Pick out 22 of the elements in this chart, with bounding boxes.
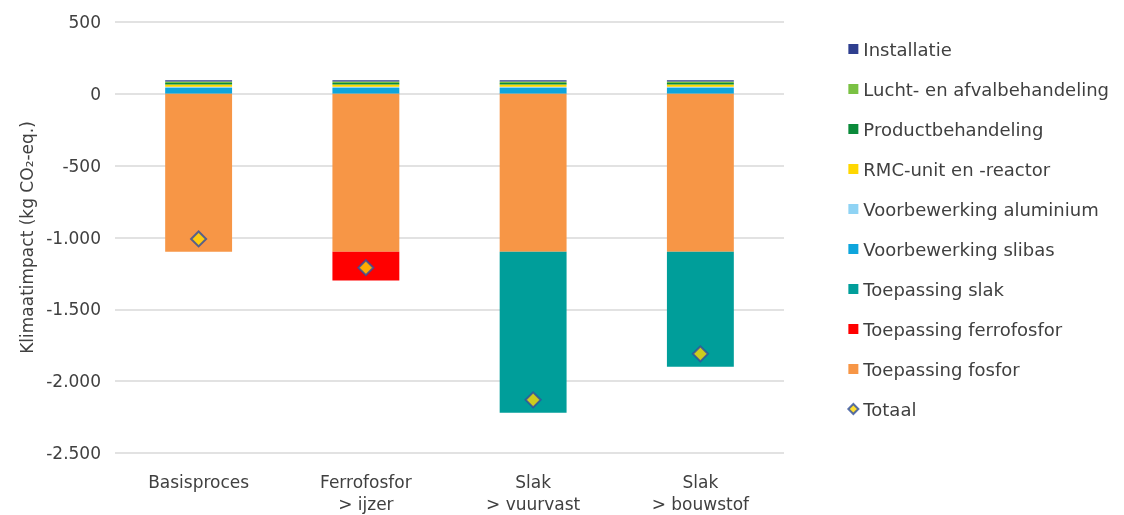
- legend-label: Toepassing fosfor: [862, 358, 1021, 380]
- y-tick-label: -500: [62, 155, 101, 176]
- y-axis-title: Klimaatimpact (kg CO₂-eq.): [16, 121, 37, 354]
- y-tick-label: -2.000: [46, 371, 101, 392]
- x-tick-label: Basisproces: [148, 472, 250, 492]
- x-tick-label: Slak > vuurvast: [486, 472, 581, 514]
- legend-label: Toepassing ferrofosfor: [862, 318, 1063, 340]
- x-tick-label: Slak > bouwstof: [651, 472, 751, 514]
- legend-label: Lucht- en afvalbehandeling: [863, 78, 1109, 100]
- legend-label: Voorbewerking aluminium: [863, 198, 1099, 220]
- legend-label: Installatie: [863, 38, 952, 60]
- legend-label: RMC-unit en -reactor: [863, 158, 1051, 180]
- legend-label: Voorbewerking slibas: [863, 238, 1055, 260]
- legend-label: Productbehandeling: [863, 118, 1044, 140]
- legend-label: Toepassing slak: [862, 278, 1005, 300]
- y-tick-label: -2.500: [46, 443, 101, 463]
- y-tick-label: -1.000: [46, 227, 101, 248]
- y-tick-label: -1.500: [46, 299, 101, 320]
- x-tick-label: Ferrofosfor > ijzer: [320, 472, 412, 514]
- y-tick-label: 0: [90, 83, 101, 104]
- legend-label: Totaal: [862, 398, 917, 420]
- y-tick-label: 500: [68, 12, 101, 32]
